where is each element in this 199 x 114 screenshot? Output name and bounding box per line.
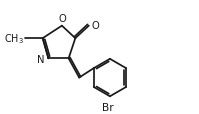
Text: Br: Br [102,102,114,112]
Text: O: O [91,21,99,31]
Text: O: O [59,14,66,24]
Text: CH$_3$: CH$_3$ [4,32,24,46]
Text: N: N [37,55,45,65]
